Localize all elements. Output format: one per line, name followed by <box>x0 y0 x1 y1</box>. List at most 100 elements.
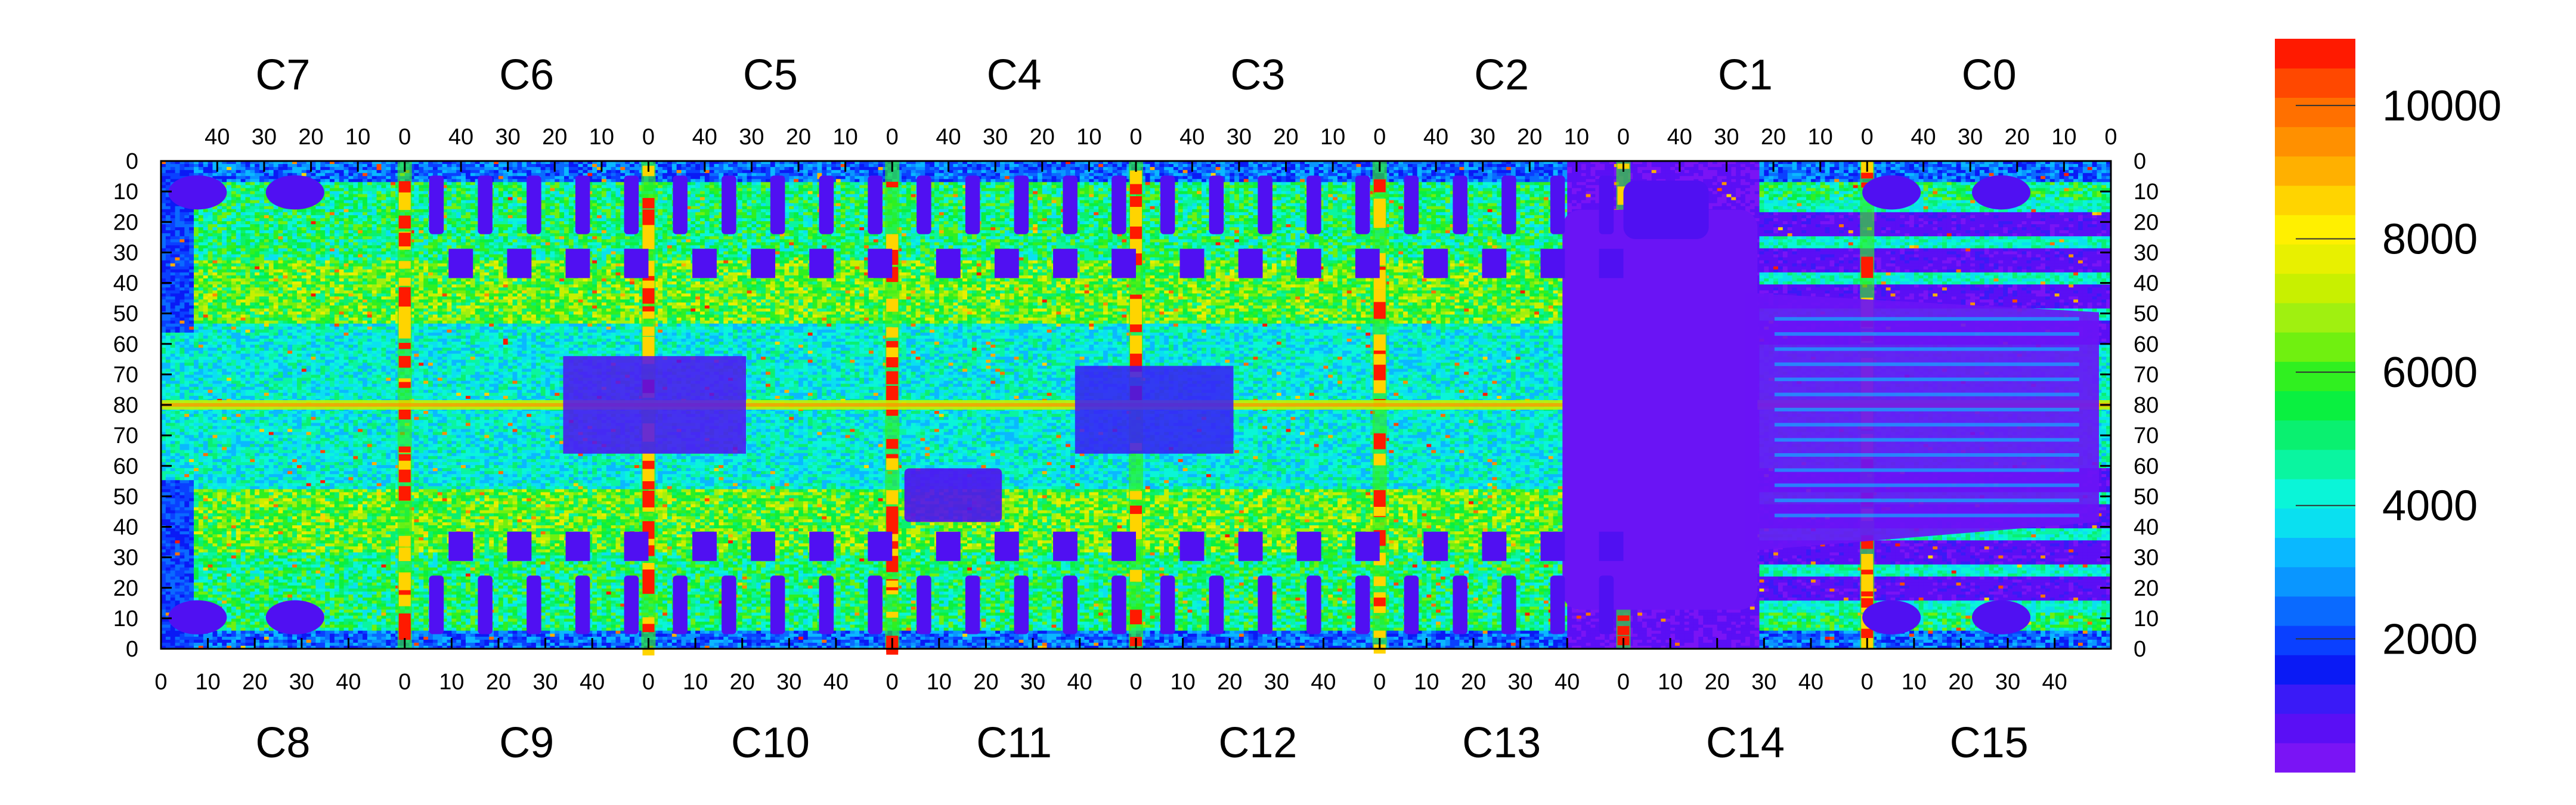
heatmap-cell <box>531 164 536 167</box>
heatmap-cell <box>836 167 841 170</box>
heatmap-cell <box>1764 170 1769 173</box>
heatmap-cell <box>255 176 259 179</box>
heatmap-cell <box>1657 167 1661 170</box>
heatmap-cell <box>1909 173 1914 176</box>
heatmap-cell <box>1590 173 1595 176</box>
heatmap-cell <box>916 164 921 167</box>
heatmap-cell <box>822 170 826 173</box>
heatmap-cell <box>625 164 630 167</box>
heatmap-cell <box>1633 167 1637 170</box>
heatmap-cell <box>1952 170 1956 173</box>
heatmap-cell <box>541 170 546 173</box>
heatmap-cell <box>1028 176 1033 179</box>
heatmap-cell <box>1394 170 1398 173</box>
heatmap-cell <box>1984 167 1989 170</box>
heatmap-cell <box>1403 170 1408 173</box>
heatmap-cell <box>353 173 358 176</box>
heatmap-cell <box>1970 173 1975 176</box>
heatmap-cell <box>939 164 944 167</box>
heatmap-cell <box>784 164 789 167</box>
heatmap-cell <box>667 167 672 170</box>
heatmap-cell <box>1202 176 1206 179</box>
heatmap-cell <box>803 167 808 170</box>
heatmap-cell <box>756 173 761 176</box>
heatmap-cell <box>2036 167 2041 170</box>
heatmap-cell <box>1122 164 1126 167</box>
heatmap-cell <box>241 167 246 170</box>
heatmap-cell <box>784 176 789 179</box>
heatmap-cell <box>367 170 372 173</box>
heatmap-cell <box>808 176 813 179</box>
heatmap-cell <box>1501 170 1506 173</box>
heatmap-cell <box>1961 170 1965 173</box>
heatmap-cell <box>269 167 274 170</box>
heatmap-cell <box>1361 170 1366 173</box>
heatmap-cell <box>1183 176 1188 179</box>
heatmap-cell <box>1741 173 1745 176</box>
heatmap-cell <box>1665 164 1670 167</box>
heatmap-cell <box>1154 176 1159 179</box>
heatmap-cell <box>2055 167 2060 170</box>
heatmap-cell <box>761 176 766 179</box>
heatmap-cell <box>1262 167 1267 170</box>
heatmap-cell <box>1305 164 1309 167</box>
heatmap-cell <box>1886 167 1891 170</box>
heatmap-cell <box>1295 176 1300 179</box>
heatmap-cell <box>1581 167 1586 170</box>
heatmap-cell <box>1609 167 1614 170</box>
heatmap-cell <box>1272 164 1277 167</box>
heatmap-cell <box>695 164 700 167</box>
heatmap-cell <box>1937 167 1942 170</box>
heatmap-cell <box>245 170 250 173</box>
heatmap-cell <box>1469 173 1473 176</box>
heatmap-cell <box>1290 164 1295 167</box>
heatmap-cell <box>1572 173 1577 176</box>
heatmap-cell <box>1488 170 1493 173</box>
heatmap-cell <box>466 176 470 179</box>
heatmap-cell <box>1993 164 1998 167</box>
heatmap-cell <box>1647 167 1652 170</box>
heatmap-cell <box>339 167 344 170</box>
heatmap-cell <box>302 170 306 173</box>
heatmap-cell <box>813 164 818 167</box>
heatmap-cell <box>466 173 470 176</box>
heatmap-cell <box>222 167 227 170</box>
heatmap-cell <box>780 170 785 173</box>
heatmap-cell <box>1272 167 1277 170</box>
heatmap-cell <box>766 176 770 179</box>
heatmap-cell <box>1947 173 1952 176</box>
heatmap-cell <box>1703 173 1708 176</box>
heatmap-cell <box>1108 170 1113 173</box>
heatmap-cell <box>381 173 386 176</box>
heatmap-cell <box>1056 170 1061 173</box>
heatmap-cell <box>1117 167 1122 170</box>
heatmap-cell <box>1005 167 1010 170</box>
heatmap-cell <box>841 176 846 179</box>
heatmap-cell <box>2060 173 2064 176</box>
heatmap-cell <box>761 173 766 176</box>
heatmap-cell <box>391 170 395 173</box>
heatmap-cell <box>986 167 990 170</box>
heatmap-cell <box>2003 167 2008 170</box>
heatmap-cell <box>1975 170 1980 173</box>
heatmap-cell <box>2088 170 2092 173</box>
heatmap-cell <box>1455 170 1460 173</box>
heatmap-cell <box>1783 167 1788 170</box>
heatmap-cell <box>1942 164 1947 167</box>
heatmap-cell <box>1052 176 1057 179</box>
heatmap-cell <box>1647 164 1652 167</box>
heatmap-cell <box>438 167 442 170</box>
heatmap-cell <box>1103 176 1108 179</box>
heatmap-cell <box>1305 167 1309 170</box>
heatmap-cell <box>2097 173 2101 176</box>
heatmap-cell <box>939 173 944 176</box>
heatmap-cell <box>831 173 836 176</box>
heatmap-cell <box>1277 170 1281 173</box>
heatmap-cell <box>1300 170 1305 173</box>
heatmap-cell <box>803 164 808 167</box>
heatmap-cell <box>1328 173 1333 176</box>
heatmap-cell <box>1834 173 1839 176</box>
heatmap-cell <box>222 170 227 173</box>
heatmap-cell <box>658 170 662 173</box>
heatmap-cell <box>1398 170 1403 173</box>
